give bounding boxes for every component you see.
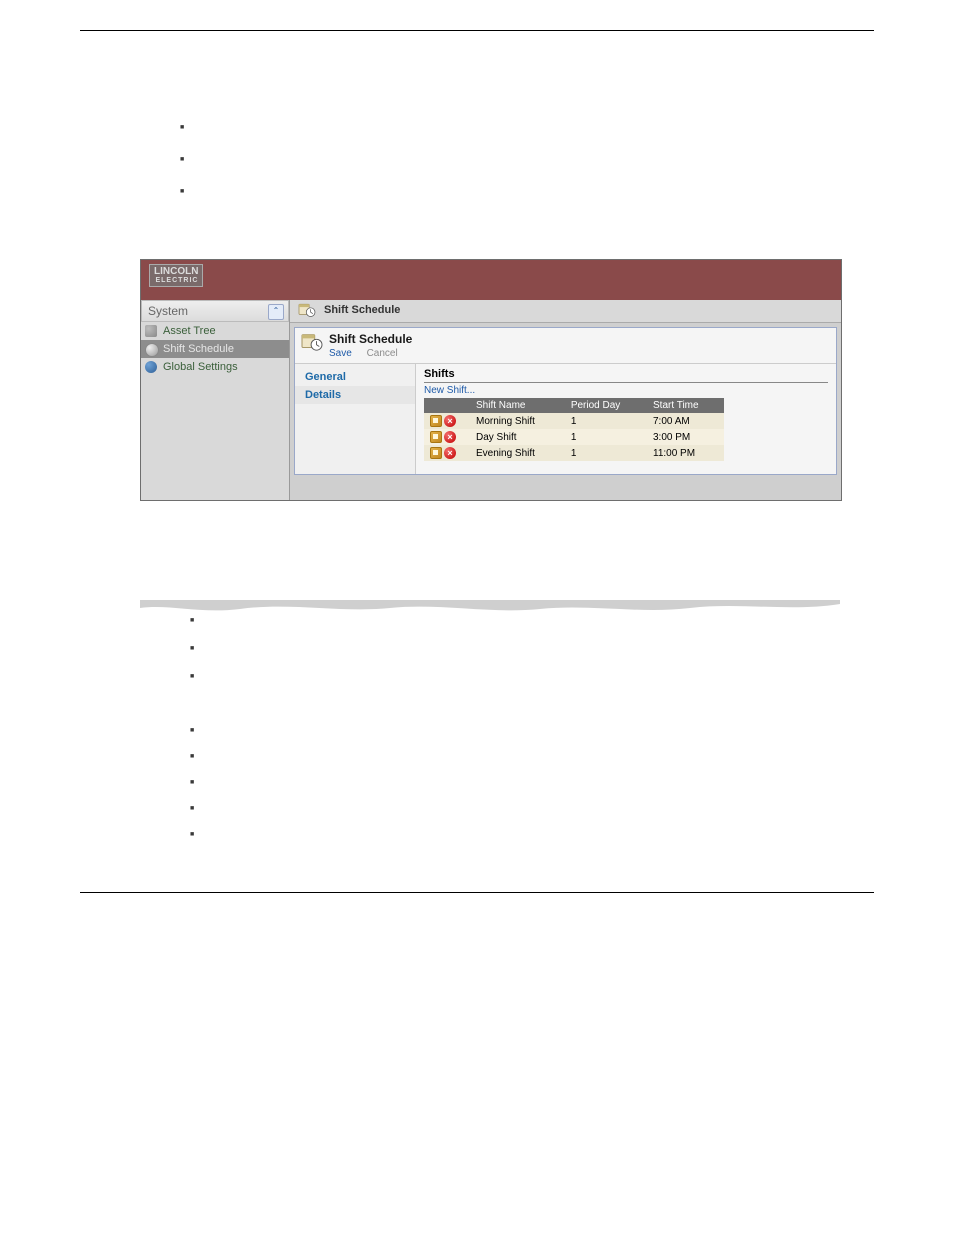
cell-day: 1 [565,445,647,461]
breadcrumb-text: Shift Schedule [324,304,400,316]
app-header: LINCOLN ELECTRIC [141,260,841,300]
edit-icon[interactable] [430,447,442,459]
sidebar-item-icon [145,361,157,373]
cell-name: Day Shift [470,429,565,445]
sidebar-item-icon [145,325,157,337]
delete-icon[interactable]: × [444,415,456,427]
calendar-clock-icon [298,302,316,318]
subnav-general[interactable]: General [295,368,415,386]
detail-heading: Shifts [424,368,828,383]
sidebar-item-icon [145,343,159,357]
cell-day: 1 [565,413,647,429]
sidebar: System ⌃ Asset Tree Shift Schedule Global … [141,300,290,500]
edit-icon[interactable] [430,415,442,427]
cell-name: Evening Shift [470,445,565,461]
shifts-table: Shift Name Period Day Start Time × Mornin… [424,398,724,461]
table-row: × Day Shift13:00 PM [424,429,724,445]
panel-title: Shift Schedule [329,332,828,346]
col-name: Shift Name [470,398,565,413]
app-frame: LINCOLN ELECTRIC System ⌃ Asset Tree Shif… [140,259,842,501]
panel-header: Shift Schedule Save Cancel [295,328,836,363]
sidebar-collapse-icon[interactable]: ⌃ [268,304,284,320]
cell-name: Morning Shift [470,413,565,429]
detail-pane: Shifts New Shift... Shift Name Period Da… [416,364,836,474]
logo-line1: LINCOLN [154,266,198,277]
content-area: Shift Schedule Shift Schedule Save [290,300,841,500]
sidebar-header[interactable]: System ⌃ [141,300,289,322]
subnav: GeneralDetails [295,364,416,474]
col-day: Period Day [565,398,647,413]
table-row: × Evening Shift111:00 PM [424,445,724,461]
sidebar-item-label: Shift Schedule [163,343,234,355]
sidebar-title: System [148,304,188,318]
main-panel: Shift Schedule Save Cancel GeneralDetail… [294,327,837,475]
sidebar-item-label: Global Settings [163,361,238,373]
cell-day: 1 [565,429,647,445]
breadcrumb: Shift Schedule [290,300,841,323]
save-link[interactable]: Save [329,348,352,359]
col-time: Start Time [647,398,724,413]
cell-time: 11:00 PM [647,445,724,461]
delete-icon[interactable]: × [444,431,456,443]
bullet-block-1 [140,121,874,199]
sidebar-item-global-settings[interactable]: Global Settings [141,358,289,376]
calendar-clock-icon [301,332,323,352]
delete-icon[interactable]: × [444,447,456,459]
cell-time: 3:00 PM [647,429,724,445]
sidebar-item-shift-schedule[interactable]: Shift Schedule [141,340,289,358]
cancel-link[interactable]: Cancel [367,348,398,359]
edit-icon[interactable] [430,431,442,443]
page-top-rule [80,30,874,31]
sidebar-item-asset-tree[interactable]: Asset Tree [141,322,289,340]
sidebar-item-label: Asset Tree [163,325,216,337]
subnav-details[interactable]: Details [295,386,415,404]
bullet-block-3 [150,724,874,842]
bullet-block-2 [150,614,874,684]
table-row: × Morning Shift17:00 AM [424,413,724,429]
brand-logo: LINCOLN ELECTRIC [149,264,203,287]
cell-time: 7:00 AM [647,413,724,429]
logo-line2: ELECTRIC [154,277,198,284]
page-bottom-rule [80,892,874,893]
new-shift-link[interactable]: New Shift... [424,385,828,396]
torn-edge [140,600,874,614]
